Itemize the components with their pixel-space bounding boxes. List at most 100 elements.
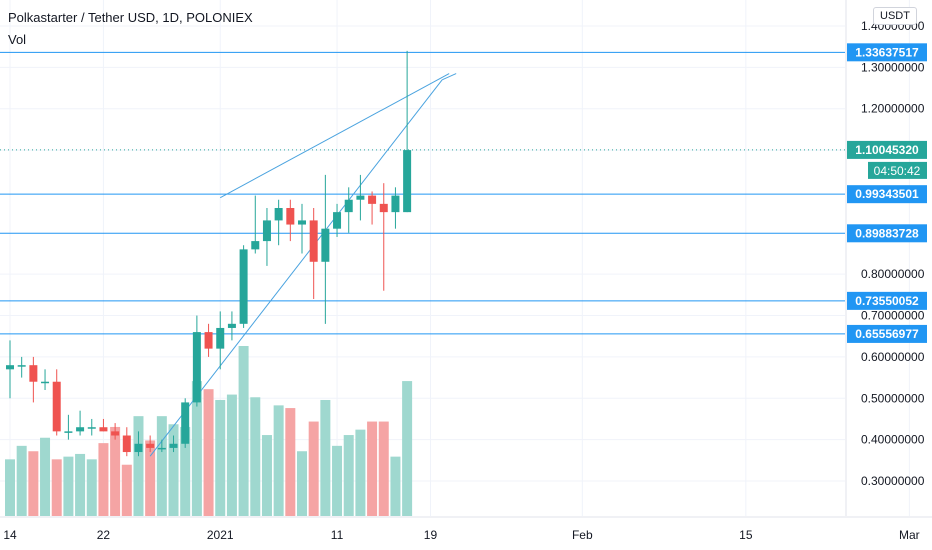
volume-bar[interactable] xyxy=(121,464,132,516)
volume-bar[interactable] xyxy=(40,437,51,516)
price-tick-label: 0.30000000 xyxy=(861,474,925,488)
level-price-tag[interactable] xyxy=(847,43,927,62)
volume-bar[interactable] xyxy=(86,459,97,516)
candle-body[interactable] xyxy=(227,323,236,328)
candle-body[interactable] xyxy=(356,195,365,200)
volume-bar[interactable] xyxy=(215,399,226,516)
volume-bar[interactable] xyxy=(168,424,179,516)
candle-body[interactable] xyxy=(239,249,248,324)
candle-body[interactable] xyxy=(134,443,143,453)
volume-bar[interactable] xyxy=(250,397,261,516)
candle-body[interactable] xyxy=(29,365,38,382)
level-price-tag[interactable] xyxy=(847,224,927,243)
candle-body[interactable] xyxy=(64,431,73,433)
volume-bar[interactable] xyxy=(203,389,214,516)
volume-bar[interactable] xyxy=(320,399,331,516)
level-price-tag[interactable] xyxy=(847,291,927,310)
candle-body[interactable] xyxy=(17,365,26,367)
volume-bar[interactable] xyxy=(238,346,249,516)
time-tick-label: 11 xyxy=(331,528,344,542)
level-price-label: 0.99343501 xyxy=(855,187,919,201)
volume-bar[interactable] xyxy=(402,381,413,516)
price-tick-label: 1.20000000 xyxy=(861,102,925,116)
price-tick-label: 0.50000000 xyxy=(861,391,925,405)
level-price-label: 0.65556977 xyxy=(855,327,919,341)
candle-body[interactable] xyxy=(321,228,330,262)
volume-bar[interactable] xyxy=(133,416,144,516)
trendline[interactable] xyxy=(441,73,457,81)
volume-legend[interactable]: Vol xyxy=(8,32,27,47)
candle-body[interactable] xyxy=(6,365,14,370)
volume-bar[interactable] xyxy=(273,405,284,516)
time-tick-label: 15 xyxy=(739,528,753,542)
volume-bar[interactable] xyxy=(51,459,62,516)
volume-bar[interactable] xyxy=(378,421,389,516)
time-tick-label: Feb xyxy=(572,528,593,542)
volume-bar[interactable] xyxy=(98,443,109,516)
volume-bar[interactable] xyxy=(308,421,319,516)
candle-body[interactable] xyxy=(157,447,166,450)
candle-body[interactable] xyxy=(333,212,342,229)
volume-bar[interactable] xyxy=(226,394,237,516)
volume-bar[interactable] xyxy=(156,416,167,516)
volume-bar[interactable] xyxy=(145,440,156,516)
candle-body[interactable] xyxy=(286,208,295,225)
volume-bar[interactable] xyxy=(28,451,39,516)
volume-bar[interactable] xyxy=(285,408,296,516)
currency-badge[interactable]: USDT xyxy=(873,7,917,25)
countdown-tag xyxy=(868,161,927,179)
candle-body[interactable] xyxy=(87,427,96,429)
candle-body[interactable] xyxy=(99,427,108,432)
candle-body[interactable] xyxy=(146,443,155,448)
candle-body[interactable] xyxy=(274,208,283,221)
time-tick-label: 22 xyxy=(97,528,111,542)
volume-bar[interactable] xyxy=(332,445,343,516)
candle-body[interactable] xyxy=(391,195,400,213)
candle-body[interactable] xyxy=(41,381,50,384)
candle-body[interactable] xyxy=(344,199,353,213)
time-tick-label: 2021 xyxy=(207,528,234,542)
candle-body[interactable] xyxy=(111,431,120,436)
volume-bar[interactable] xyxy=(63,456,74,516)
candle-body[interactable] xyxy=(368,195,377,204)
price-tick-label: 0.70000000 xyxy=(861,309,925,323)
current-price-tag[interactable] xyxy=(847,140,927,159)
candle-body[interactable] xyxy=(379,203,388,213)
trendline[interactable] xyxy=(220,73,450,199)
volume-bar[interactable] xyxy=(297,451,307,516)
candle-body[interactable] xyxy=(76,427,85,432)
candle-body[interactable] xyxy=(181,402,190,444)
countdown-label: 04:50:42 xyxy=(874,164,921,178)
level-price-tag[interactable] xyxy=(847,324,927,343)
volume-bar[interactable] xyxy=(390,456,401,516)
candle-body[interactable] xyxy=(122,435,131,453)
candle-body[interactable] xyxy=(403,150,412,213)
volume-bar[interactable] xyxy=(343,435,354,516)
symbol-title[interactable]: Polkastarter / Tether USD, 1D, POLONIEX xyxy=(8,10,253,25)
time-tick-label: 14 xyxy=(3,528,17,542)
price-tick-label: 0.60000000 xyxy=(861,350,925,364)
candle-body[interactable] xyxy=(262,220,271,242)
candle-body[interactable] xyxy=(192,332,201,403)
volume-bar[interactable] xyxy=(355,429,366,516)
candle-body[interactable] xyxy=(204,332,213,349)
level-price-label: 0.89883728 xyxy=(855,226,919,240)
time-tick-label: Mar xyxy=(899,528,920,542)
volume-bar[interactable] xyxy=(110,426,121,516)
candle-body[interactable] xyxy=(52,381,61,432)
volume-bar[interactable] xyxy=(261,435,272,516)
candle-body[interactable] xyxy=(309,220,318,262)
price-tick-label: 0.40000000 xyxy=(861,433,925,447)
candle-body[interactable] xyxy=(169,443,178,448)
volume-bar[interactable] xyxy=(367,421,378,516)
candle-body[interactable] xyxy=(216,327,225,349)
volume-bar[interactable] xyxy=(191,381,202,516)
volume-bar[interactable] xyxy=(180,426,191,516)
volume-bar[interactable] xyxy=(5,459,15,516)
volume-bar[interactable] xyxy=(75,453,86,516)
volume-bar[interactable] xyxy=(16,445,27,516)
level-price-tag[interactable] xyxy=(847,185,927,204)
candle-body[interactable] xyxy=(298,220,306,225)
candle-body[interactable] xyxy=(251,241,260,250)
